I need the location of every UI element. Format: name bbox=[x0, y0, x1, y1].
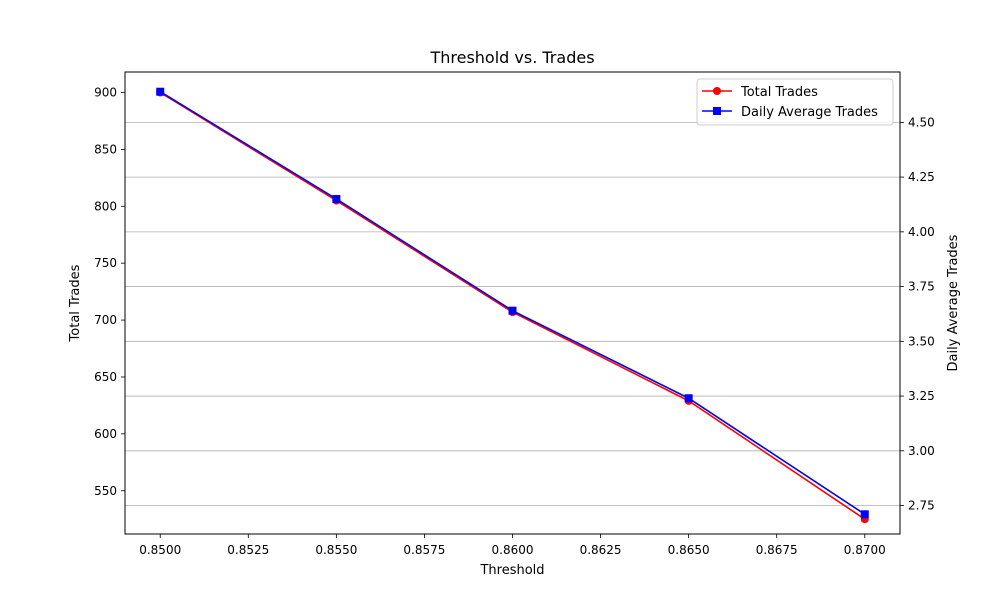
data-point-marker bbox=[156, 87, 165, 96]
y-right-tick-label: 4.50 bbox=[908, 115, 935, 129]
chart-title: Threshold vs. Trades bbox=[429, 48, 594, 67]
x-tick-label: 0.8625 bbox=[580, 543, 622, 557]
legend-box bbox=[696, 78, 894, 126]
x-axis: 0.8500 0.8525 0.8550 0.8575 0.8600 0.8625 0.86… bbox=[139, 534, 886, 557]
x-axis-title: Threshold bbox=[479, 563, 544, 578]
grid-lines bbox=[125, 121, 900, 506]
series-lines bbox=[156, 87, 869, 524]
y-right-tick-label: 3.75 bbox=[908, 280, 935, 294]
legend-marker bbox=[713, 87, 721, 95]
y-axis-right-title: Daily Average Trades bbox=[946, 234, 961, 371]
legend-label: Daily Average Trades bbox=[741, 105, 878, 120]
y-right-tick-label: 3.25 bbox=[908, 389, 935, 403]
x-tick-label: 0.8675 bbox=[756, 543, 798, 557]
legend-marker bbox=[713, 107, 721, 115]
y-left-tick-label: 900 bbox=[94, 85, 117, 99]
x-tick-label: 0.8600 bbox=[492, 543, 534, 557]
y-right-tick-label: 4.00 bbox=[908, 225, 935, 239]
y-left-tick-label: 750 bbox=[94, 256, 117, 270]
y-left-tick-label: 650 bbox=[94, 370, 117, 384]
x-tick-label: 0.8550 bbox=[315, 543, 357, 557]
data-point-marker bbox=[508, 306, 517, 315]
y-axis-left-title: Total Trades bbox=[68, 264, 83, 342]
y-left-tick-label: 700 bbox=[94, 313, 117, 327]
y-axis-left: 550 600 650 700 750 800 850 900 bbox=[94, 85, 125, 498]
y-left-tick-label: 550 bbox=[94, 484, 117, 498]
x-tick-label: 0.8525 bbox=[227, 543, 269, 557]
x-tick-label: 0.8700 bbox=[844, 543, 886, 557]
legend: Total Trades Daily Average Trades bbox=[696, 78, 894, 126]
x-tick-label: 0.8500 bbox=[139, 543, 181, 557]
y-axis-right: 2.75 3.00 3.25 3.50 3.75 4.00 4.25 4.50 bbox=[900, 115, 935, 513]
data-point-marker bbox=[332, 194, 341, 203]
y-right-tick-label: 3.00 bbox=[908, 444, 935, 458]
data-point-marker bbox=[860, 510, 869, 519]
y-right-tick-label: 3.50 bbox=[908, 334, 935, 348]
x-tick-label: 0.8575 bbox=[403, 543, 445, 557]
y-right-tick-label: 2.75 bbox=[908, 499, 935, 513]
legend-label: Total Trades bbox=[740, 85, 818, 100]
y-left-tick-label: 850 bbox=[94, 142, 117, 156]
x-tick-label: 0.8650 bbox=[668, 543, 710, 557]
y-right-tick-label: 4.25 bbox=[908, 170, 935, 184]
y-left-tick-label: 600 bbox=[94, 427, 117, 441]
y-left-tick-label: 800 bbox=[94, 199, 117, 213]
data-point-marker bbox=[684, 394, 693, 403]
